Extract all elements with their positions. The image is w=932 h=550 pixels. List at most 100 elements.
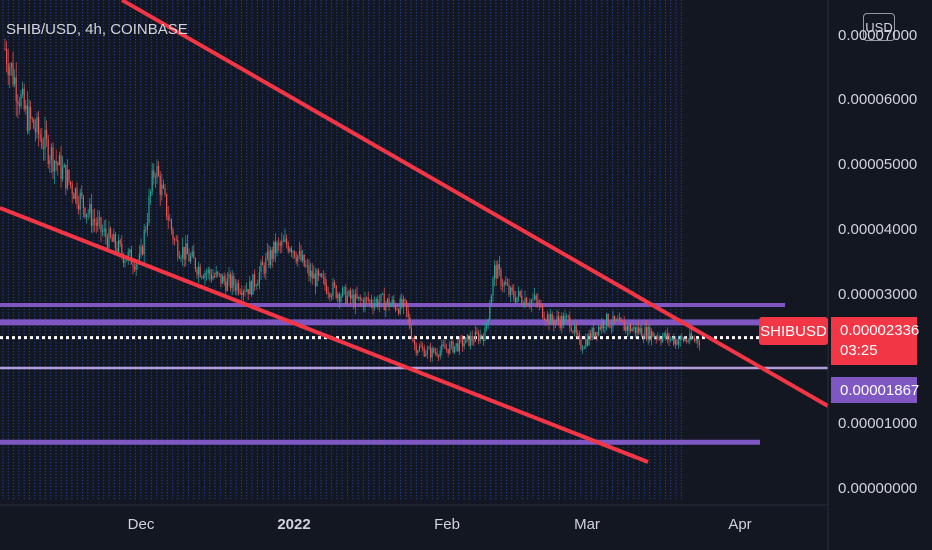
candle-body [340,296,342,302]
candle-body [460,338,462,340]
candle-body [106,237,108,248]
candle-body [266,251,268,259]
candle-body [577,333,579,336]
candle-body [620,318,622,321]
candle-body [258,272,260,284]
candle-body [262,262,264,266]
candle-body [628,325,630,331]
candle-body [530,299,532,306]
candle-body [326,285,328,294]
candle-body [159,176,161,196]
candle-body [450,341,452,345]
candle-body [396,309,398,311]
candle-body [22,88,24,95]
candle-body [575,325,577,334]
candle-body [342,288,344,297]
candle-body [598,326,600,336]
candle-body [550,313,552,325]
candle-body [390,304,392,307]
candle-body [591,327,593,339]
candle-body [102,231,104,233]
candle-body [409,317,411,329]
candle-body [14,77,16,85]
candle-body [514,297,516,303]
candle-body [74,188,76,199]
candle-body [417,350,419,354]
candle-body [492,278,494,296]
candle-body [300,250,302,261]
candle-body [177,240,179,257]
candle-body [337,293,339,299]
candle-body [370,299,372,305]
candle-body [178,256,180,259]
candle-body [401,298,403,308]
candle-body [209,269,211,275]
candle-body [431,348,433,358]
candle-body [66,169,68,189]
candle-body [447,349,449,354]
candle-body [695,339,697,341]
candle-body [295,257,297,262]
candle-body [382,293,384,295]
candle-body [15,77,17,102]
candle-body [518,291,520,297]
candle-body [234,285,236,291]
candle-body [692,338,694,340]
candle-body [426,348,428,355]
candle-body [110,228,112,237]
currency-button[interactable]: USD [863,13,895,41]
candle-body [414,340,416,345]
candle-body [39,134,41,139]
time-tick-label: 2022 [277,516,311,533]
symbol-title[interactable]: SHIB/USD, 4h, COINBASE [6,21,188,38]
candle-body [10,63,12,68]
candle-body [415,344,417,354]
candle-body [436,352,438,356]
candle-body [71,184,73,194]
candle-body [638,327,640,333]
candle-body [386,298,388,304]
candle-body [33,119,35,129]
candle-body [639,328,641,333]
candle-body [226,278,228,291]
candle-body [212,276,214,280]
candle-body [129,249,131,253]
candle-body [566,315,568,317]
candle-body [535,295,537,301]
candle-body [278,242,280,244]
candle-body [418,346,420,351]
candle-body [567,315,569,317]
candle-body [362,299,364,308]
candle-body [225,281,227,291]
candle-body [358,296,360,299]
candle-body [186,243,188,255]
candle-body [206,272,208,274]
candle-body [630,325,632,332]
candle-body [170,219,172,230]
candle-body [246,289,248,292]
candle-body [86,213,88,218]
candle-body [82,195,84,208]
candle-body [303,254,305,267]
candle-body [142,246,144,255]
candle-body [489,306,491,319]
candle-body [497,264,499,279]
candle-body [89,203,91,214]
candle-body [119,240,121,244]
candle-body [194,258,196,270]
candle-body [124,260,126,263]
candle-body [367,297,369,301]
candle-body [516,296,518,303]
candle-body [252,274,254,295]
lower-trendline [0,206,649,464]
candle-body [694,338,696,341]
candle-body [570,327,572,331]
candle-body [617,319,619,321]
candle-body [399,298,401,314]
candle-body [585,338,587,348]
candle-body [305,265,307,267]
candle-body [423,348,425,357]
candle-body [54,161,56,172]
candle-body [156,165,158,178]
